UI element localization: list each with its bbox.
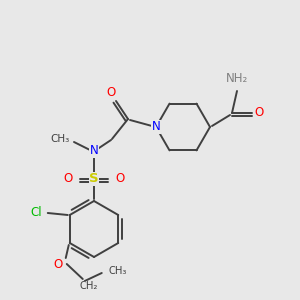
- Text: NH₂: NH₂: [226, 73, 248, 85]
- Text: CH₃: CH₃: [50, 134, 70, 144]
- Text: S: S: [89, 172, 99, 185]
- Text: O: O: [116, 172, 124, 185]
- Text: N: N: [90, 145, 98, 158]
- Text: CH₃: CH₃: [109, 266, 127, 276]
- Text: N: N: [152, 121, 160, 134]
- Text: O: O: [254, 106, 264, 119]
- Text: O: O: [53, 257, 62, 271]
- Text: CH₂: CH₂: [80, 281, 98, 291]
- Text: O: O: [63, 172, 73, 185]
- Text: Cl: Cl: [30, 206, 42, 220]
- Text: O: O: [106, 86, 116, 100]
